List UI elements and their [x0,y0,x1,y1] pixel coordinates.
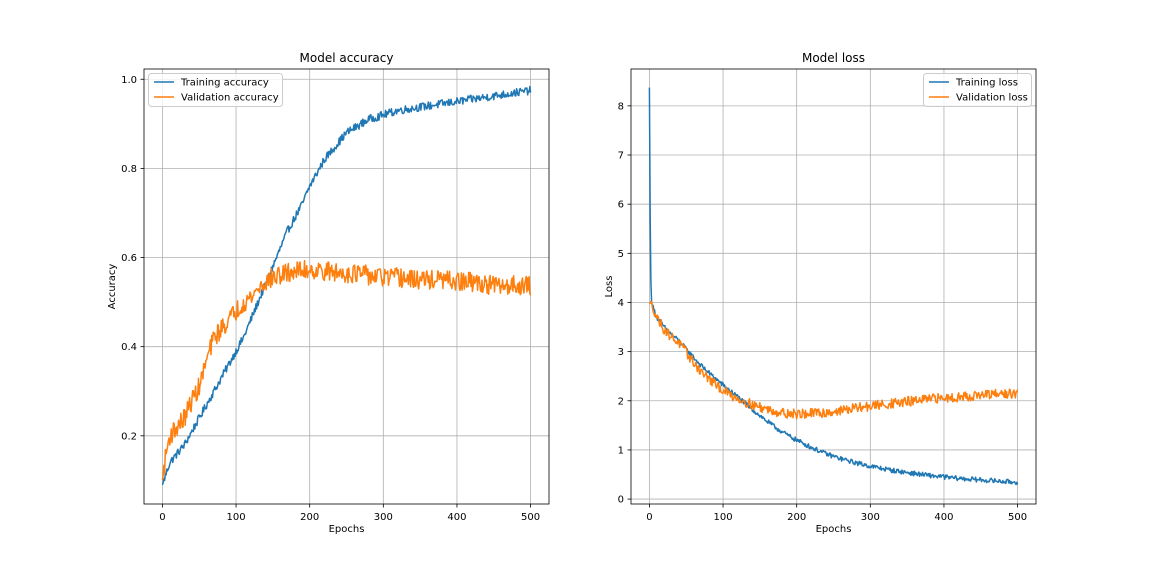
legend-label-validation-loss: Validation loss [956,93,1028,104]
loss-y-tick-label: 3 [618,347,624,358]
legend-label-training-accuracy: Training accuracy [180,78,269,89]
loss-chart-title: Model loss [802,51,865,65]
accuracy-x-ticks: 0 100 200 300 400 500 [159,504,540,523]
loss-series-line-training [648,87,1019,486]
loss-y-tick-label: 5 [618,249,624,260]
loss-plot-frame [630,68,1037,505]
loss-y-ticks: 0 1 2 3 4 5 6 7 8 [618,101,631,506]
loss-x-tick-label: 100 [713,512,732,523]
loss-y-tick-label: 7 [618,151,624,162]
accuracy-y-tick-label: 0.2 [121,431,137,442]
accuracy-x-tick-label: 200 [300,512,319,523]
loss-y-tick-label: 1 [618,445,624,456]
accuracy-y-tick-label: 1.0 [121,75,137,86]
loss-y-tick-label: 2 [618,396,624,407]
accuracy-lines [161,85,532,486]
accuracy-legend: Training accuracy Validation accuracy [148,73,283,107]
accuracy-y-tick-label: 0.4 [121,342,137,353]
accuracy-series-line-validation [161,259,532,481]
accuracy-y-tick-label: 0.6 [121,253,137,264]
loss-y-tick-label: 8 [618,101,624,112]
loss-x-tick-label: 0 [646,512,652,523]
loss-y-tick-label: 6 [618,200,624,211]
loss-x-ticks: 0 100 200 300 400 500 [646,504,1027,523]
loss-x-axis-label: Epochs [816,524,852,535]
loss-lines [648,87,1019,486]
accuracy-y-axis-label: Accuracy [107,264,118,310]
loss-legend: Training loss Validation loss [923,73,1032,107]
accuracy-x-tick-label: 0 [159,512,165,523]
accuracy-grid [144,69,549,504]
accuracy-series-line-training [161,85,532,486]
accuracy-x-tick-label: 100 [226,512,245,523]
loss-series-line-validation [648,300,1019,420]
accuracy-x-tick-label: 300 [374,512,393,523]
loss-x-tick-label: 200 [787,512,806,523]
legend-label-training-loss: Training loss [955,78,1018,89]
accuracy-legend-box [148,73,283,107]
accuracy-plot-frame [143,68,550,505]
legend-label-validation-accuracy: Validation accuracy [181,93,279,104]
loss-y-tick-label: 4 [618,298,624,309]
loss-chart: Model loss 0 100 200 300 400 500 0 1 2 3 4 5 6 7 8 Ep… [604,51,1037,535]
loss-x-tick-label: 500 [1008,512,1027,523]
accuracy-x-tick-label: 500 [521,512,540,523]
accuracy-y-tick-label: 0.8 [121,164,137,175]
accuracy-y-ticks: 0.2 0.4 0.6 0.8 1.0 [121,75,144,442]
accuracy-chart: Model accuracy 0 100 200 300 400 500 0.20.40.… [107,51,550,535]
loss-x-tick-label: 300 [861,512,880,523]
loss-y-axis-label: Loss [604,276,615,298]
accuracy-x-tick-label: 400 [447,512,466,523]
accuracy-chart-title: Model accuracy [300,51,394,65]
loss-y-tick-label: 0 [618,495,624,506]
loss-x-tick-label: 400 [934,512,953,523]
accuracy-x-axis-label: Epochs [329,524,365,535]
loss-legend-box [923,73,1032,107]
